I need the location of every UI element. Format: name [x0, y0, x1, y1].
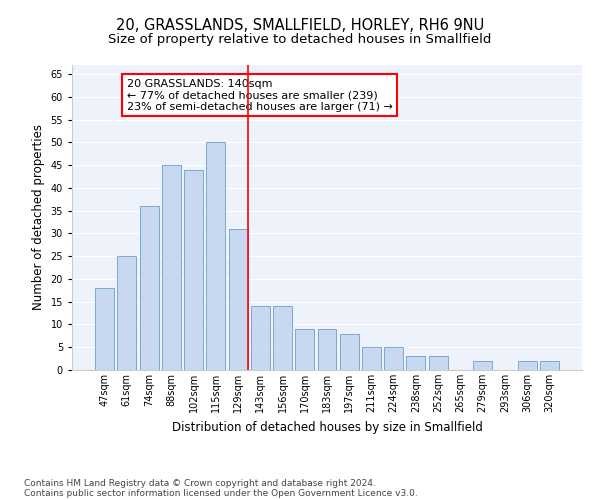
Text: Contains HM Land Registry data © Crown copyright and database right 2024.: Contains HM Land Registry data © Crown c…	[24, 478, 376, 488]
Bar	[206, 142, 225, 370]
Bar	[406, 356, 425, 370]
Bar	[429, 356, 448, 370]
Bar	[317, 329, 337, 370]
Bar	[95, 288, 114, 370]
Text: 20 GRASSLANDS: 140sqm
← 77% of detached houses are smaller (239)
23% of semi-det: 20 GRASSLANDS: 140sqm ← 77% of detached …	[127, 78, 393, 112]
Bar	[362, 347, 381, 370]
Bar	[140, 206, 158, 370]
Text: 20, GRASSLANDS, SMALLFIELD, HORLEY, RH6 9NU: 20, GRASSLANDS, SMALLFIELD, HORLEY, RH6 …	[116, 18, 484, 32]
Text: Contains public sector information licensed under the Open Government Licence v3: Contains public sector information licen…	[24, 488, 418, 498]
Y-axis label: Number of detached properties: Number of detached properties	[32, 124, 45, 310]
Bar	[295, 329, 314, 370]
Bar	[273, 306, 292, 370]
Text: Size of property relative to detached houses in Smallfield: Size of property relative to detached ho…	[109, 32, 491, 46]
Bar	[340, 334, 359, 370]
Bar	[251, 306, 270, 370]
Bar	[384, 347, 403, 370]
Bar	[473, 361, 492, 370]
Bar	[229, 229, 248, 370]
Bar	[184, 170, 203, 370]
Bar	[118, 256, 136, 370]
Bar	[162, 165, 181, 370]
Bar	[518, 361, 536, 370]
X-axis label: Distribution of detached houses by size in Smallfield: Distribution of detached houses by size …	[172, 420, 482, 434]
Bar	[540, 361, 559, 370]
